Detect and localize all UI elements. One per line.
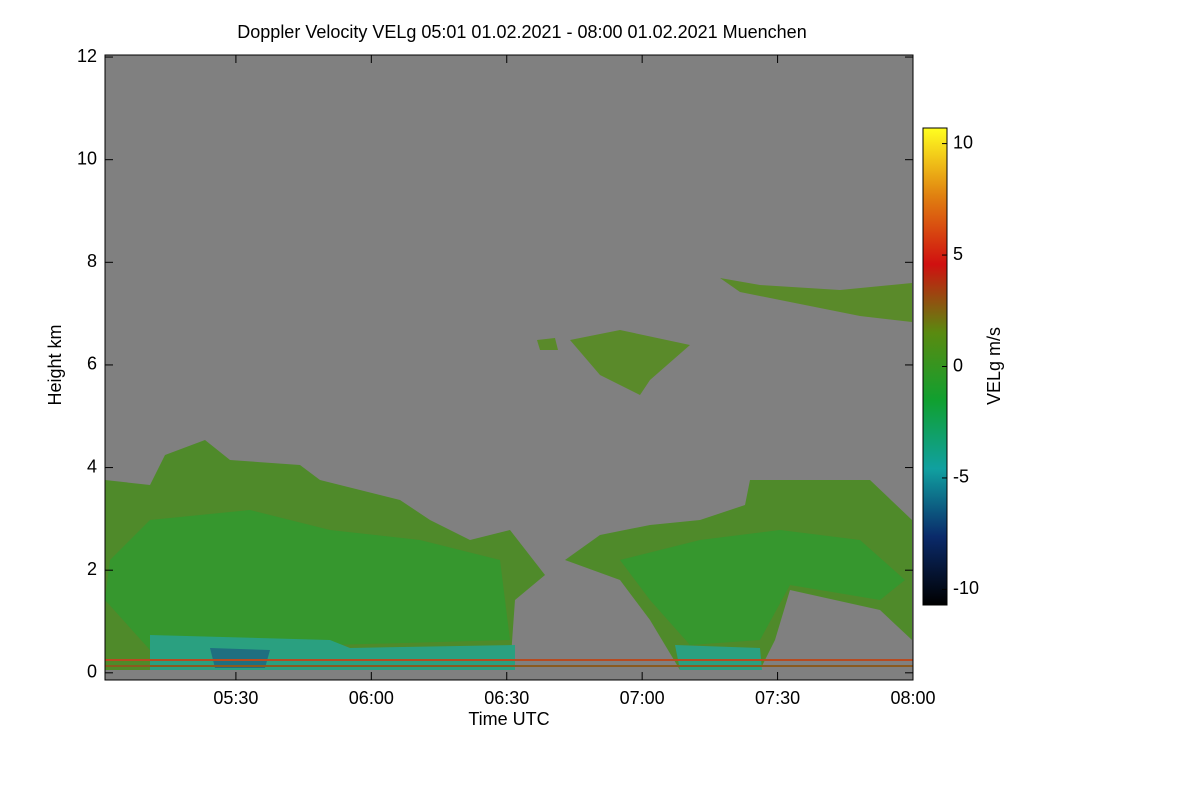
y-tick-label: 2 [87,559,97,579]
cloud-region [675,645,762,670]
cloud-region [105,510,510,650]
x-tick-label: 05:30 [213,688,258,708]
x-tick-label: 07:30 [755,688,800,708]
velocity-field [105,278,913,670]
colorbar-tick-label: -5 [953,467,969,487]
y-tick-label: 10 [77,148,97,168]
cloud-region [720,278,912,322]
x-tick-label: 08:00 [890,688,935,708]
x-tick-label: 06:30 [484,688,529,708]
y-tick-label: 0 [87,662,97,682]
x-tick-label: 06:00 [349,688,394,708]
cloud-region [537,338,558,350]
cloud-region [210,648,270,668]
colorbar-tick-label: 10 [953,132,973,152]
x-axis-label: Time UTC [468,709,549,729]
y-tick-label: 8 [87,251,97,271]
chart-title: Doppler Velocity VELg 05:01 01.02.2021 -… [237,22,806,42]
colorbar-tick-label: -10 [953,578,979,598]
y-tick-label: 12 [77,46,97,66]
clutter-line [105,659,913,661]
y-tick-label: 4 [87,456,97,476]
y-tick-label: 6 [87,354,97,374]
cloud-region [620,530,905,645]
colorbar-label: VELg m/s [984,327,1004,405]
x-tick-label: 07:00 [620,688,665,708]
cloud-region [570,330,690,395]
colorbar-tick-label: 0 [953,355,963,375]
colorbar-tick-label: 5 [953,244,963,264]
clutter-line [105,665,913,667]
y-axis-label: Height km [45,324,65,405]
plot-frame [104,54,914,681]
